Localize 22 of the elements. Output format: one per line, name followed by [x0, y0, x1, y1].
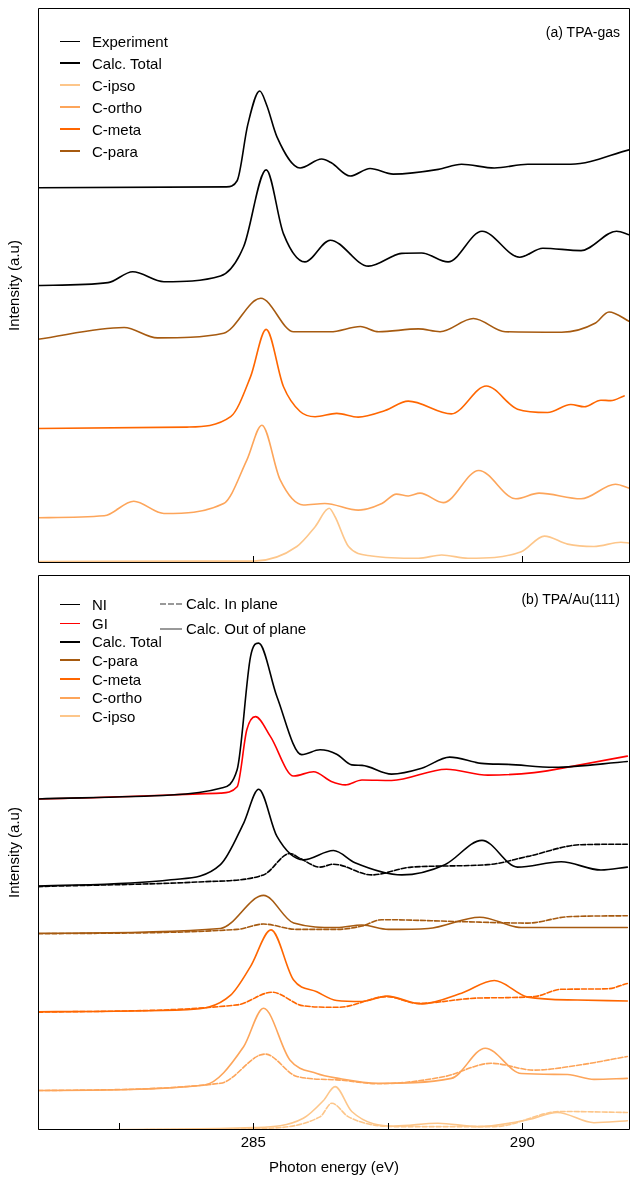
y-axis-title: Intensity (a.u): [5, 807, 23, 898]
legend-label: Calc. Total: [92, 633, 162, 651]
text: Calc. In plane: [186, 595, 278, 612]
text: (a) TPA-gas: [545, 24, 620, 40]
legend-label: C-meta: [92, 670, 142, 688]
text: (b) TPA/Au(111): [521, 591, 620, 607]
legend-label: C-para: [92, 142, 138, 160]
x-tick-label: 290: [509, 1133, 535, 1151]
legend-label: C-ortho: [92, 98, 143, 116]
x-axis-title: Photon energy (eV): [268, 1158, 400, 1176]
legend-label: Experiment: [92, 32, 168, 50]
legend-label: GI: [92, 614, 108, 632]
legend-label: C-ipso: [92, 76, 136, 94]
legend-label: C-meta: [92, 120, 142, 138]
legend-label: C-ortho: [92, 689, 143, 707]
legend-label: Calc. Total: [92, 54, 162, 72]
legend-label: NI: [92, 595, 107, 613]
legend-label: C-ipso: [92, 707, 136, 725]
y-axis-title: Intensity (a.u): [5, 240, 23, 331]
text: Calc. Out of plane: [186, 620, 307, 637]
legend-label: C-para: [92, 651, 138, 669]
x-tick-label: 285: [240, 1133, 266, 1151]
